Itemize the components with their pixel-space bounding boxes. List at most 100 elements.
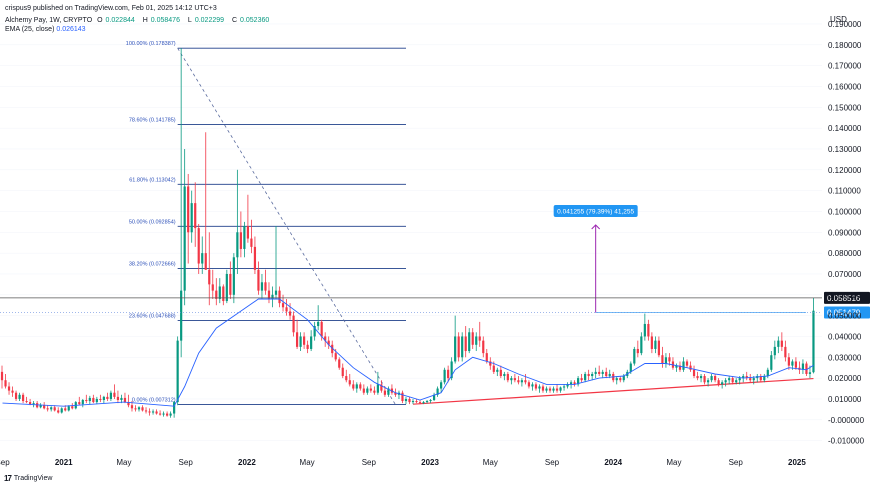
tradingview-brand: TradingView: [13, 475, 53, 482]
candle-body: [102, 396, 105, 400]
candle-body: [7, 386, 11, 391]
tradingview-logo[interactable]: 17 TradingView: [4, 474, 52, 483]
price-lines: 0.058516 0.051479: [0, 291, 870, 319]
candle-body: [489, 361, 492, 366]
candle-body: [415, 401, 418, 403]
candles: [0, 48, 815, 418]
candle-body: [180, 290, 183, 341]
candle-body: [239, 232, 242, 249]
y-tick-label: 0.020000: [828, 374, 862, 383]
candle-body: [615, 378, 618, 381]
candle-body: [78, 402, 81, 405]
candle-body: [85, 400, 88, 402]
candle-body: [264, 282, 267, 291]
candle-body: [373, 390, 376, 393]
publisher-text: crispus9 published on TradingView.com, F…: [5, 5, 217, 12]
candle-body: [211, 284, 214, 291]
y-tick-label: 0.160000: [828, 82, 862, 91]
x-tick-label: 2024: [604, 458, 622, 467]
candle-body: [601, 371, 604, 374]
candle-body: [99, 398, 102, 400]
candle-body: [787, 357, 790, 366]
candle-body: [752, 378, 755, 381]
candle-body: [548, 388, 552, 391]
candle-body: [95, 398, 98, 403]
candle-body: [513, 378, 516, 381]
y-tick-label: 0.050000: [828, 312, 862, 321]
y-tick-label: 0.130000: [828, 145, 862, 154]
symbol-name[interactable]: Alchemy Pay, 1W, CRYPTO: [5, 17, 93, 24]
candle-body: [608, 373, 611, 377]
candle-body: [257, 269, 260, 291]
candle-body: [534, 384, 538, 389]
candle-body: [692, 369, 696, 377]
candle-body: [151, 411, 155, 413]
candle-body: [194, 203, 197, 229]
x-tick-label: 2023: [421, 458, 439, 467]
candle-body: [345, 376, 348, 381]
candle-body: [531, 384, 534, 387]
candle-body: [552, 388, 555, 391]
candle-body: [243, 226, 246, 249]
candle-body: [555, 388, 559, 391]
candle-body: [647, 323, 650, 337]
candle-body: [303, 336, 306, 345]
candle-body: [703, 376, 706, 383]
candle-body: [120, 397, 123, 400]
candle-body: [735, 380, 738, 383]
currency-label: USD: [830, 15, 847, 24]
candle-body: [468, 332, 471, 352]
x-tick-label: May: [116, 458, 131, 467]
measure-badge: [553, 205, 638, 217]
y-tick-label: 0.030000: [828, 353, 862, 362]
candle-body: [285, 307, 288, 312]
candle-body: [274, 290, 278, 295]
candle-body: [791, 361, 794, 366]
candle-body: [106, 396, 109, 399]
y-tick-label: 0.110000: [828, 187, 861, 196]
time-axis: Sep 2021 May Sep 2022 May Sep 2023 May Sep 2024 May…: [0, 458, 806, 467]
candle-body: [401, 392, 404, 402]
candle-body: [640, 336, 643, 354]
candle-body: [577, 378, 580, 385]
candle-body: [246, 226, 250, 239]
x-tick-label: 2022: [238, 458, 256, 467]
candle-body: [566, 384, 569, 387]
candle-body: [664, 357, 668, 364]
candle-body: [130, 405, 134, 409]
candle-body: [650, 336, 653, 349]
price-range-measure: 0.041255 (79.39%) 41,255: [553, 205, 806, 313]
candle-body: [475, 336, 478, 345]
candle-body: [250, 238, 253, 247]
candle-body: [569, 382, 573, 385]
candle-body: [812, 310, 815, 373]
support-trendline: [412, 377, 814, 405]
candle-body: [232, 257, 235, 295]
candle-body: [109, 392, 113, 399]
candle-body: [88, 397, 91, 402]
ema-legend[interactable]: EMA (25, close) 0.026143: [5, 25, 86, 34]
candle-body: [208, 269, 211, 285]
candle-body: [92, 397, 95, 403]
candle-body: [510, 378, 513, 381]
candle-body: [710, 376, 713, 381]
tradingview-logo-icon: 17: [4, 474, 12, 483]
x-tick-label: Sep: [362, 458, 377, 467]
ohlc-open-value: 0.022844: [105, 17, 135, 24]
candle-body: [362, 388, 365, 393]
candle-body: [587, 373, 590, 377]
candle-body: [317, 321, 320, 327]
x-tick-label: 2021: [55, 458, 73, 467]
candle-body: [341, 367, 344, 377]
y-tick-label: 0.010000: [828, 395, 862, 404]
candle-body: [134, 408, 137, 410]
candle-body: [622, 376, 625, 381]
candle-body: [81, 400, 84, 405]
candle-body: [127, 402, 130, 406]
y-tick-label: 0.060000: [828, 291, 862, 300]
candle-body: [594, 371, 597, 374]
candle-body: [39, 405, 42, 408]
measure-text: 0.041255 (79.39%) 41,255: [557, 209, 634, 216]
candle-body: [183, 186, 186, 291]
